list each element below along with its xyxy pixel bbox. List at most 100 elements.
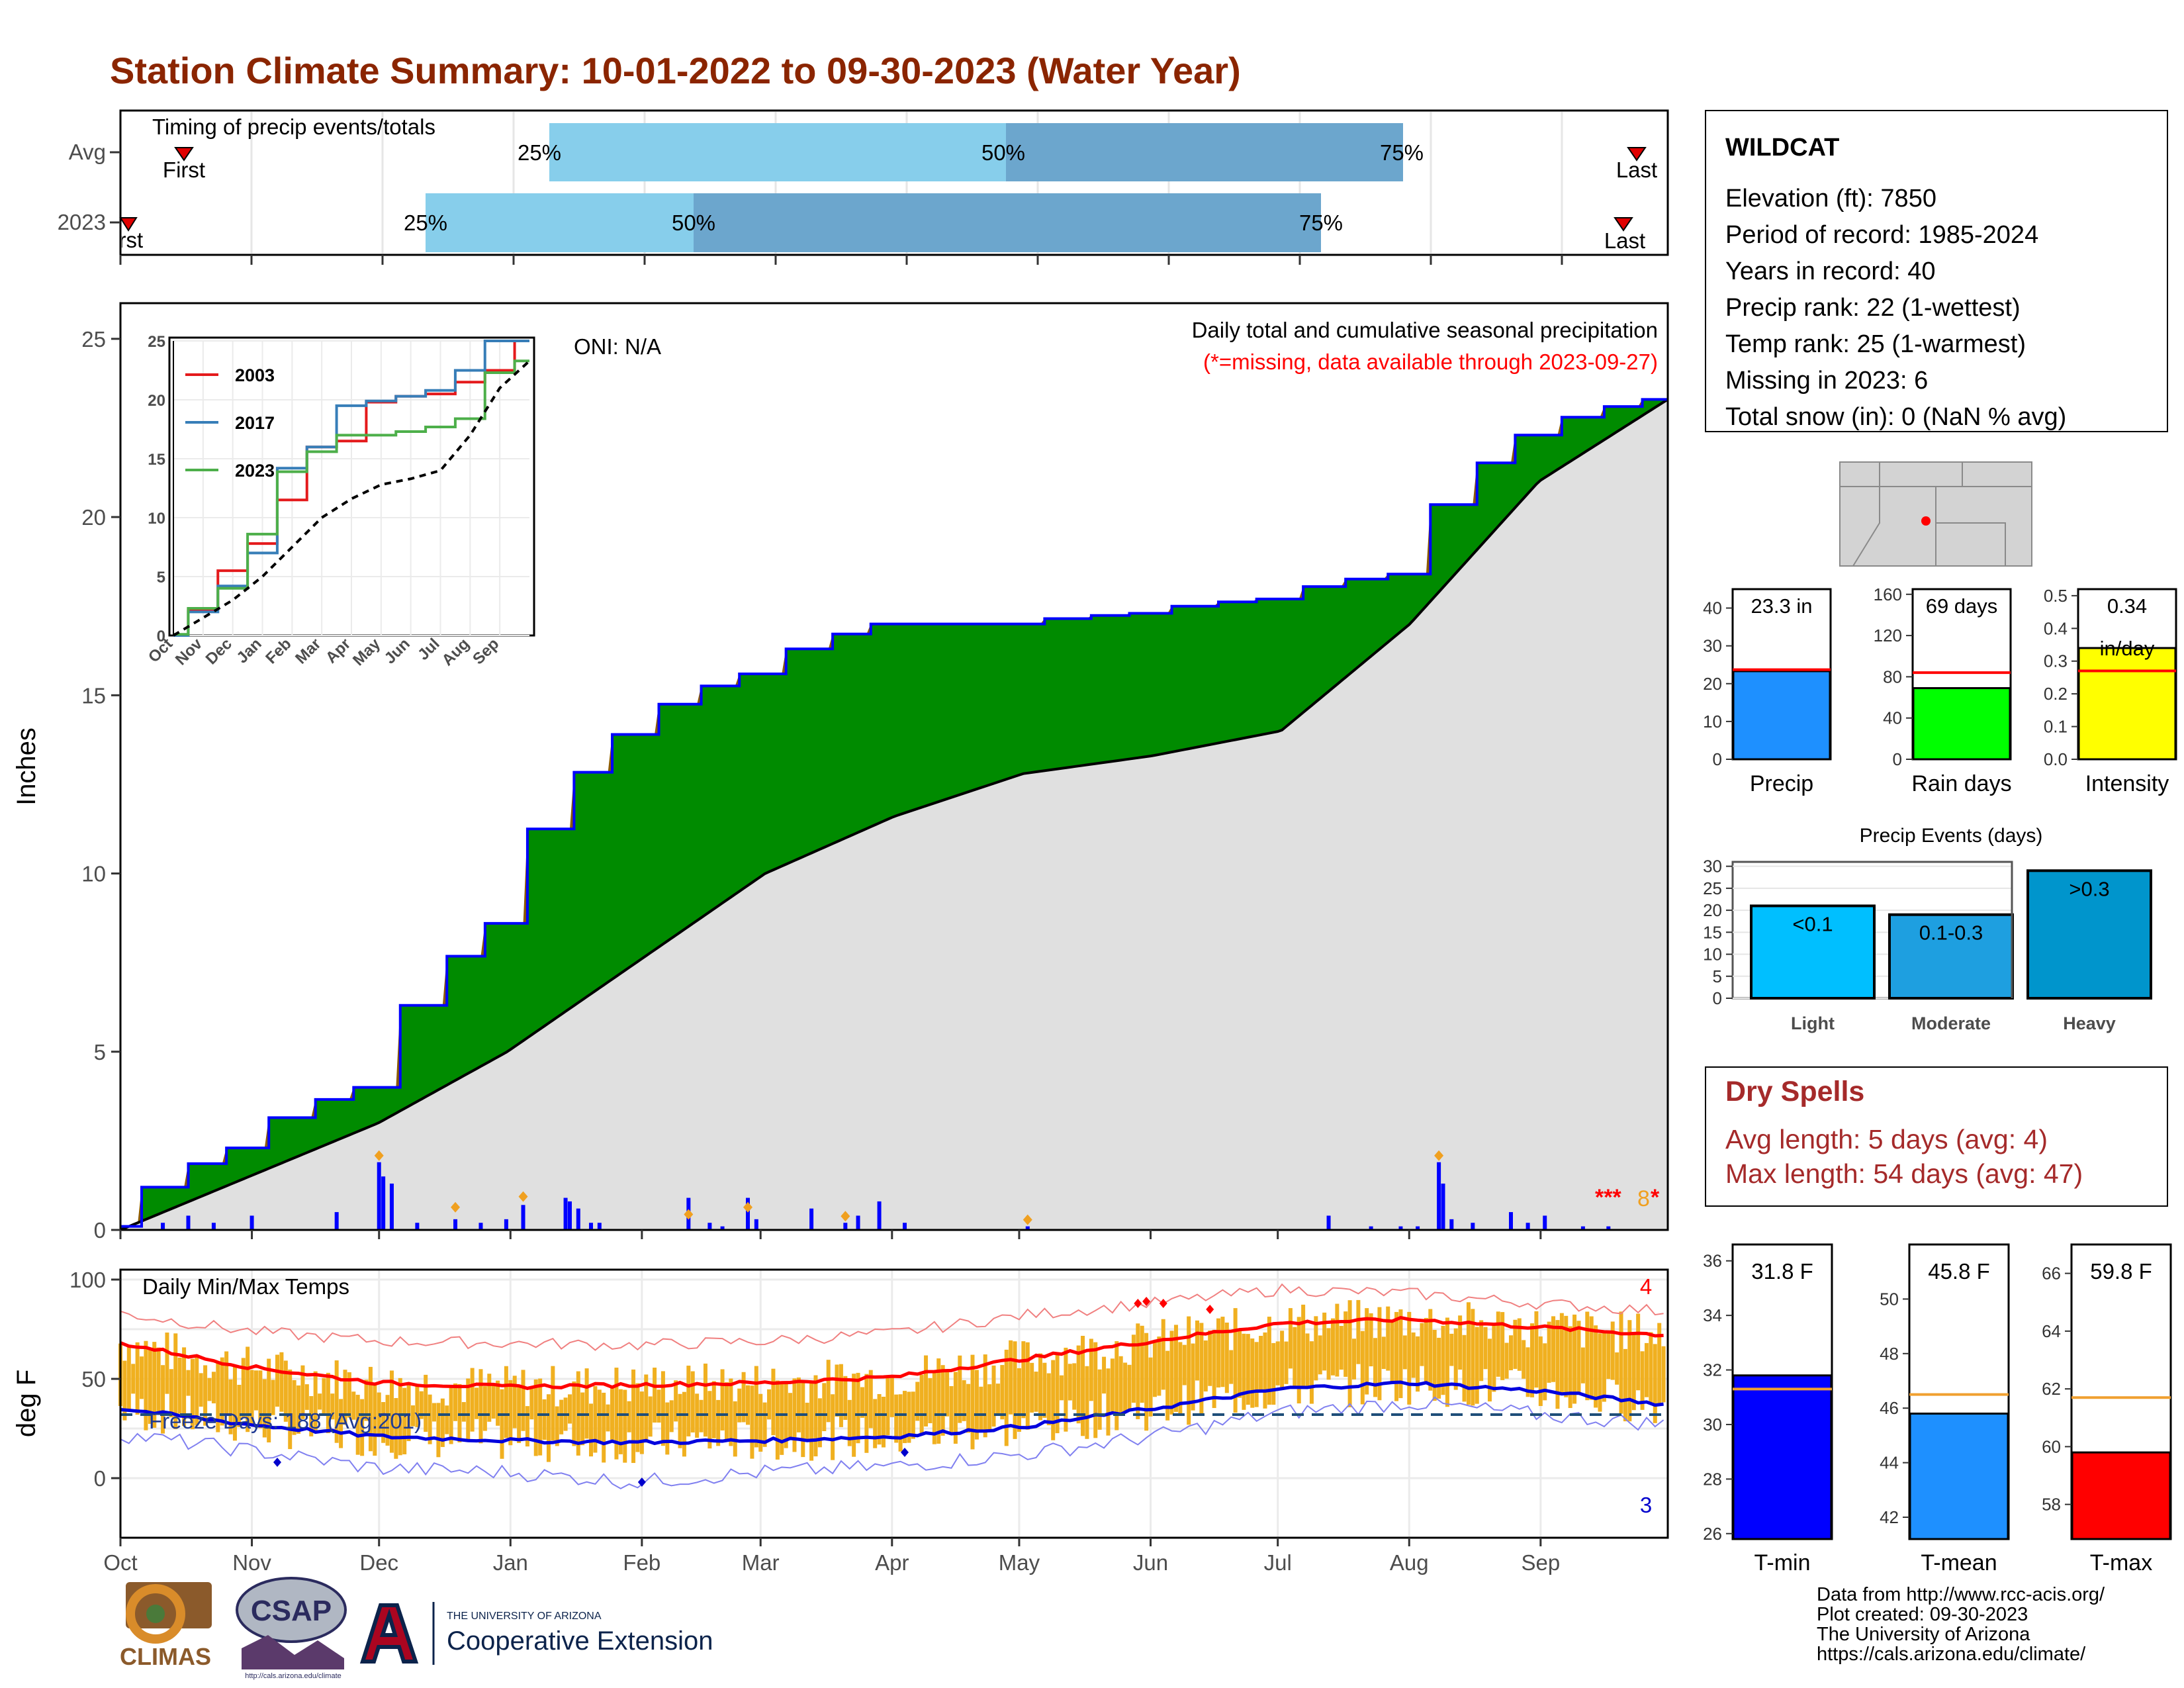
daily-temp-bar [1038,1353,1042,1421]
record-low-line [120,1396,1664,1489]
mini-bar-value [2077,647,2177,761]
dry-spells-frame [1705,1066,2168,1207]
csap-logo-text: CSAP [251,1595,332,1627]
daily-temp-bar [1271,1342,1276,1405]
events-bar-light [1750,904,1876,1000]
ua-logo-bottom: Cooperative Extension [447,1626,713,1656]
daily-temp-bar [1081,1335,1085,1436]
avg-q25-label: 25% [518,140,561,165]
daily-temp-bar [1314,1316,1318,1381]
average-cumulative-area [120,399,1668,1230]
daily-temp-bar [1068,1364,1072,1401]
daily-temp-bar [300,1365,305,1419]
precip-panel: 0 5 10 15 20 25 Inches Daily total and cumula… [12,302,1669,1243]
daily-temp-bar [1517,1318,1522,1371]
daily-temp-bar [1623,1348,1627,1422]
daily-temp-bar [1127,1364,1132,1409]
timing-panel: Timing of precip events/totals Avg 2023 … [58,109,1669,265]
daily-temp-bar [1428,1309,1433,1391]
daily-temp-bar [559,1399,564,1434]
daily-temp-bar [707,1391,712,1449]
mini-bar-y-tick-label: 40 [1883,708,1902,728]
daily-precip-bar [478,1223,483,1230]
daily-temp-bar [627,1401,631,1432]
daily-temp-bar [589,1403,594,1457]
daily-temp-bar [648,1396,653,1437]
daily-temp-bar [1462,1335,1467,1402]
daily-temp-bar [936,1358,941,1444]
inset-y-tick-label: 5 [157,569,165,586]
daily-temp-bar [1576,1321,1581,1394]
daily-temp-bar [373,1382,377,1456]
daily-temp-bar [453,1383,458,1421]
daily-temp-bar [1115,1341,1119,1430]
temp-summary-label: T-min [1754,1550,1811,1575]
daily-temp-bar [1140,1325,1144,1403]
daily-temp-bar [657,1389,661,1423]
daily-temp-bar [1025,1342,1030,1430]
daily-temp-bar [1564,1315,1569,1397]
daily-temp-bar [1568,1326,1572,1409]
daily-temp-bar [415,1386,420,1428]
mini-bar-y-tick-label: 0 [1893,749,1902,769]
daily-temp-bar [1009,1340,1013,1415]
daily-temp-bar [288,1369,293,1450]
daily-precip-bar [856,1215,860,1230]
daily-temp-bar [126,1347,131,1410]
mini-bar-value-text: 0.34 [2107,594,2147,618]
inset-y-tick-label: 0 [157,628,165,645]
daily-temp-bar [1034,1372,1038,1412]
daily-temp-bar [1242,1333,1246,1410]
daily-temp-bar [915,1382,920,1421]
daily-precip-bar [250,1215,254,1230]
daily-temp-bar [1182,1344,1187,1385]
daily-temp-bar [1152,1340,1157,1397]
daily-temp-bar [538,1378,543,1456]
temp-summary-t-min: 26 28 30 32 34 36 31.8 F T-min [1703,1243,1833,1575]
daily-precip-bar [843,1223,848,1230]
daily-temp-bar [856,1372,860,1444]
avg-first-marker [174,147,194,162]
daily-temp-bar [737,1388,742,1423]
events-y-tick-label: 30 [1703,857,1722,876]
daily-temp-bar [475,1387,479,1419]
daily-temp-bar [839,1364,843,1427]
big-event-marker [841,1211,850,1222]
daily-temp-bar [1487,1338,1492,1402]
daily-temp-bar [1356,1299,1361,1364]
daily-temp-bar [1064,1347,1068,1432]
climas-logo-text: CLIMAS [120,1643,211,1670]
daily-temp-bar [1343,1311,1348,1377]
avg-last-marker [1627,147,1647,162]
daily-temp-bar [275,1354,280,1407]
daily-temp-bar [457,1383,462,1442]
daily-temp-bar [1238,1330,1242,1398]
daily-precip-bar [211,1223,216,1230]
daily-temp-bar [1046,1373,1051,1426]
daily-temp-bar [1102,1356,1107,1394]
mini-bar-value [1912,687,2011,761]
ua-a-mark [359,1603,419,1664]
daily-temp-bar [432,1403,437,1422]
daily-temp-bar [466,1378,471,1440]
daily-temp-bar [1619,1311,1623,1414]
big-event-marker [743,1201,753,1213]
daily-temp-bar [355,1395,360,1455]
daily-temp-bar [500,1389,504,1459]
daily-temp-bar [1411,1332,1416,1378]
daily-temp-bar [1644,1342,1649,1397]
record-high-marker [1206,1305,1214,1314]
daily-temp-bar [1178,1342,1183,1415]
daily-temp-bar [1496,1311,1500,1377]
daily-temp-bar [631,1369,636,1464]
daily-temp-bar [1250,1338,1255,1408]
daily-temp-bar [623,1389,627,1463]
daily-temp-bar [1267,1317,1271,1405]
daily-precip-bar [877,1201,882,1230]
avg-max-line [120,1315,1664,1390]
daily-temp-bar [1373,1338,1378,1397]
daily-precip-bar [389,1184,394,1230]
mini-bar-value-text: 23.3 in [1751,594,1812,618]
daily-temp-bar [1144,1333,1149,1431]
